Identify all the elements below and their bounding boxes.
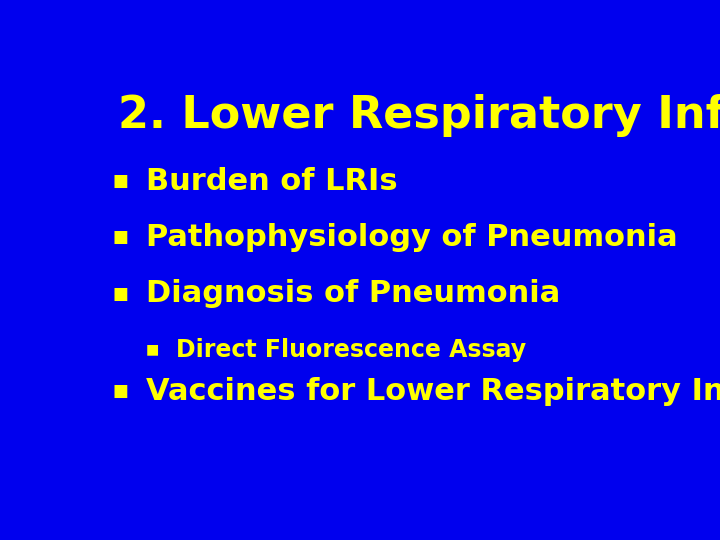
Text: ■: ■ [112,285,128,302]
Text: Burden of LRIs: Burden of LRIs [145,167,397,195]
Text: ■: ■ [145,342,159,356]
Text: Direct Fluorescence Assay: Direct Fluorescence Assay [176,338,526,362]
Text: Pathophysiology of Pneumonia: Pathophysiology of Pneumonia [145,223,678,252]
Text: ■: ■ [112,228,128,246]
Text: Vaccines for Lower Respiratory Infections: Vaccines for Lower Respiratory Infection… [145,377,720,406]
Text: Diagnosis of Pneumonia: Diagnosis of Pneumonia [145,279,560,308]
Text: 2. Lower Respiratory Infections: 2. Lower Respiratory Infections [118,94,720,137]
Text: ■: ■ [112,172,128,190]
Text: ■: ■ [112,382,128,400]
